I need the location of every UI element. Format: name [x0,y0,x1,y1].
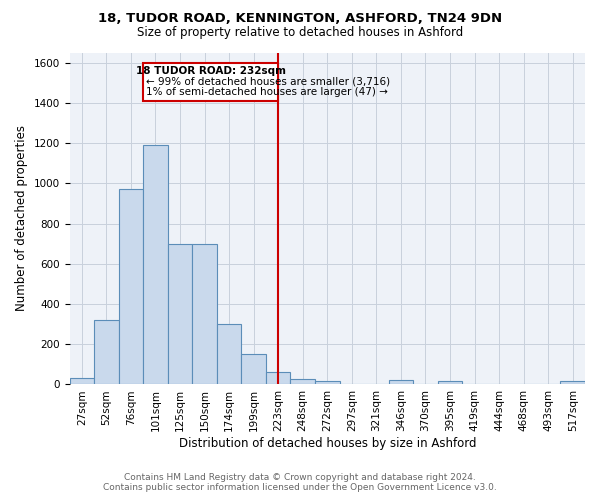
Bar [438,382,462,384]
Y-axis label: Number of detached properties: Number of detached properties [15,126,28,312]
Bar [217,324,241,384]
Bar [94,320,119,384]
Bar [70,378,94,384]
Text: 18 TUDOR ROAD: 232sqm: 18 TUDOR ROAD: 232sqm [136,66,286,76]
Bar [389,380,413,384]
Bar [241,354,266,384]
Bar [560,382,585,384]
Text: 18, TUDOR ROAD, KENNINGTON, ASHFORD, TN24 9DN: 18, TUDOR ROAD, KENNINGTON, ASHFORD, TN2… [98,12,502,26]
Bar [168,244,192,384]
X-axis label: Distribution of detached houses by size in Ashford: Distribution of detached houses by size … [179,437,476,450]
Text: Contains HM Land Registry data © Crown copyright and database right 2024.
Contai: Contains HM Land Registry data © Crown c… [103,473,497,492]
Bar [266,372,290,384]
FancyBboxPatch shape [143,62,278,101]
Bar [119,190,143,384]
Bar [143,145,168,384]
Text: 1% of semi-detached houses are larger (47) →: 1% of semi-detached houses are larger (4… [146,88,388,98]
Text: Size of property relative to detached houses in Ashford: Size of property relative to detached ho… [137,26,463,39]
Bar [290,380,315,384]
Bar [192,244,217,384]
Bar [315,382,340,384]
Text: ← 99% of detached houses are smaller (3,716): ← 99% of detached houses are smaller (3,… [146,76,390,86]
